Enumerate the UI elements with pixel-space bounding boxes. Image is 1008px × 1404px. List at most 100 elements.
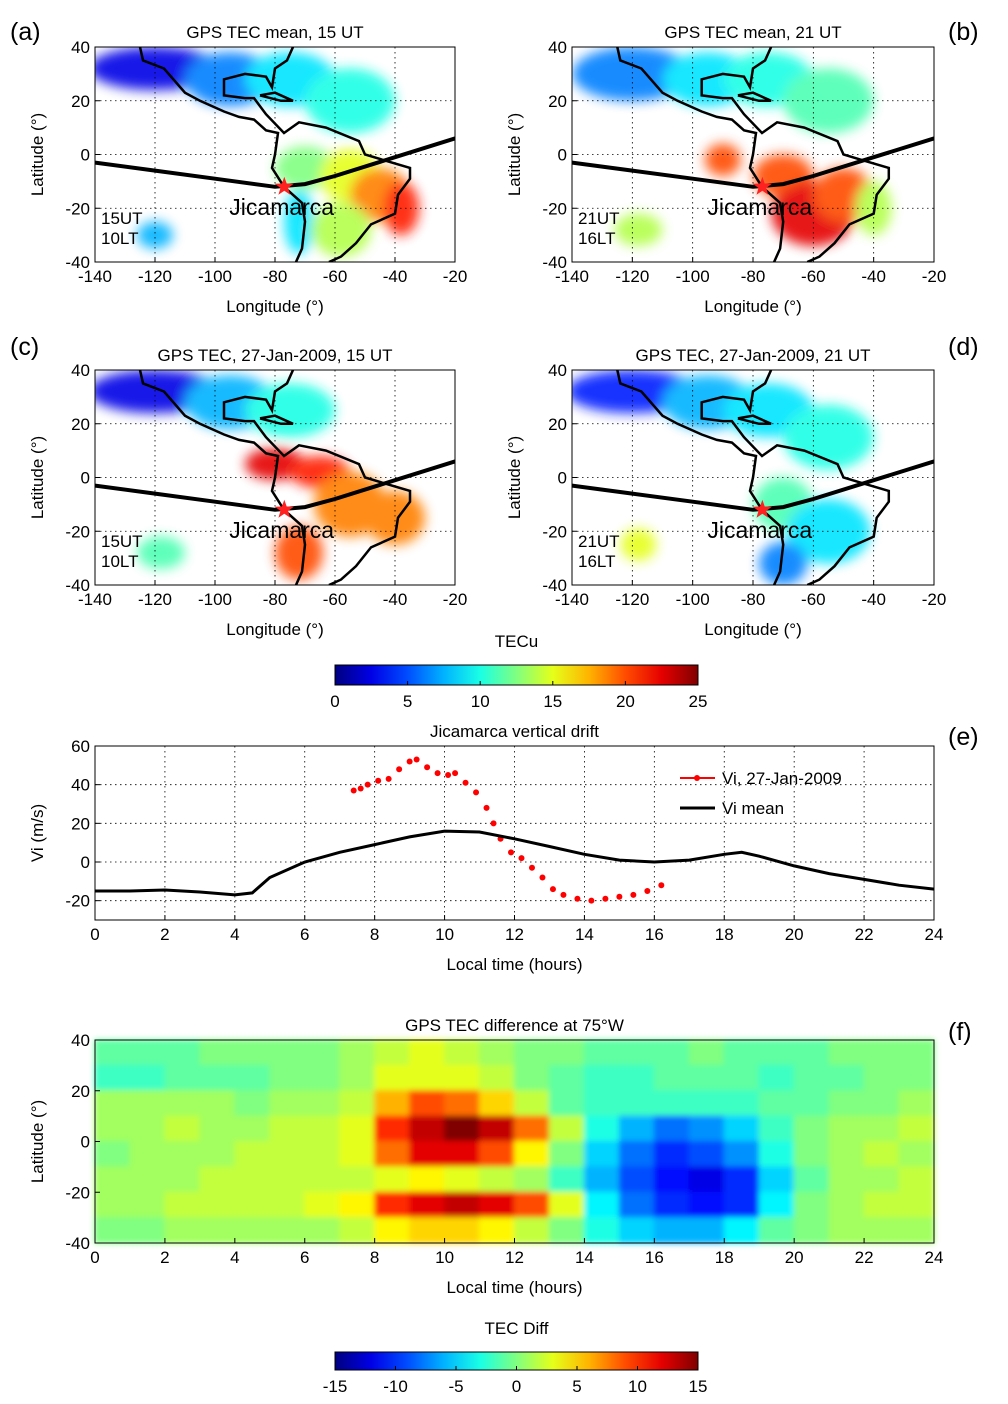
- data-point: [616, 893, 623, 900]
- coastline: [259, 414, 294, 426]
- heatmap-cell: [374, 1166, 411, 1193]
- data-point: [518, 855, 525, 862]
- x-axis-label: Longitude (°): [704, 297, 802, 316]
- heatmap-cell: [514, 1090, 550, 1117]
- chart-title: GPS TEC mean, 15 UT: [186, 23, 363, 42]
- heatmap-cell: [94, 1064, 131, 1092]
- data-point: [574, 895, 581, 902]
- y-tick-label: -20: [65, 892, 90, 911]
- heatmap-cell: [409, 1090, 446, 1117]
- site-marker: [274, 499, 294, 518]
- x-tick-label: -100: [676, 590, 710, 609]
- x-tick-label: -120: [138, 267, 172, 286]
- heatmap-cell: [793, 1115, 830, 1142]
- data-point: [602, 895, 609, 902]
- x-tick-label: -40: [383, 590, 408, 609]
- site-marker: [274, 176, 294, 195]
- y-axis-label: Latitude (°): [28, 1100, 47, 1183]
- x-tick-label: 24: [925, 925, 944, 944]
- heatmap-cell: [304, 1141, 341, 1168]
- heatmap-cell: [723, 1141, 760, 1168]
- data-point: [539, 874, 546, 881]
- panel-label: (b): [948, 18, 979, 46]
- heatmap-cell: [269, 1115, 306, 1142]
- heatmap-cell: [339, 1217, 376, 1244]
- x-tick-label: 4: [230, 1248, 239, 1267]
- heatmap-cell: [129, 1191, 166, 1219]
- plot-frame: [571, 369, 935, 586]
- heatmap-cell: [514, 1115, 550, 1142]
- heatmap-cell: [653, 1064, 690, 1092]
- coastline: [700, 370, 891, 585]
- heatmap-cell: [548, 1141, 585, 1168]
- heatmap-cell: [793, 1191, 830, 1219]
- x-tick-label: -20: [443, 590, 468, 609]
- heatmap-cell: [409, 1039, 446, 1066]
- heatmap-cell: [863, 1141, 900, 1168]
- tec-region: [783, 404, 874, 470]
- x-tick-label: 2: [160, 925, 169, 944]
- series-line: [95, 829, 935, 897]
- heatmap-cell: [723, 1166, 760, 1193]
- data-point: [528, 864, 535, 871]
- tec-region: [759, 541, 808, 585]
- y-tick-label: -40: [65, 576, 90, 595]
- plot-frame: [94, 46, 456, 263]
- data-point: [473, 789, 480, 796]
- heatmap-cell: [479, 1141, 515, 1168]
- heatmap-cell: [199, 1064, 236, 1092]
- heatmap-cell: [339, 1064, 376, 1092]
- data-point: [588, 897, 595, 904]
- colorbar-tick-label: 15: [543, 692, 562, 711]
- y-tick-label: 20: [71, 814, 90, 833]
- coastline: [222, 370, 412, 585]
- heatmap-cell: [583, 1039, 620, 1066]
- annotation: 10LT: [101, 229, 139, 248]
- heatmap-cell: [479, 1090, 515, 1117]
- heatmap-cell: [129, 1039, 166, 1066]
- x-tick-label: -120: [615, 267, 649, 286]
- heatmap-cell: [583, 1191, 620, 1219]
- heatmap-cell: [583, 1217, 620, 1244]
- heatmap-cell: [269, 1064, 306, 1092]
- heatmap-cell: [444, 1039, 481, 1066]
- heatmap-cell: [723, 1217, 760, 1244]
- heatmap-cell: [164, 1090, 201, 1117]
- colorbar-tick-label: -10: [383, 1377, 408, 1396]
- heatmap-cell: [129, 1141, 166, 1168]
- heatmap-cell: [304, 1191, 341, 1219]
- y-tick-label: 40: [71, 38, 90, 57]
- coastline: [737, 91, 772, 103]
- heatmap-cell: [339, 1191, 376, 1219]
- heatmap-cell: [688, 1115, 725, 1142]
- x-tick-label: 8: [370, 1248, 379, 1267]
- x-tick-label: 22: [855, 925, 874, 944]
- heatmap-cell: [339, 1166, 376, 1193]
- heatmap-cell: [618, 1090, 655, 1117]
- panel-label: (c): [10, 333, 39, 361]
- y-tick-label: 20: [548, 415, 567, 434]
- heatmap-cell: [269, 1039, 306, 1066]
- heatmap-cell: [898, 1039, 935, 1066]
- annotation: 10LT: [101, 552, 139, 571]
- x-tick-label: 10: [435, 925, 454, 944]
- tec-region: [284, 189, 314, 255]
- heatmap-cell: [304, 1064, 341, 1092]
- coastline: [138, 370, 307, 585]
- tec-region: [620, 528, 657, 561]
- heatmap-cell: [863, 1115, 900, 1142]
- x-axis-label: Local time (hours): [446, 1278, 582, 1297]
- y-tick-label: 40: [548, 361, 567, 380]
- data-point: [364, 781, 371, 788]
- heatmap-cell: [374, 1090, 411, 1117]
- x-tick-label: -40: [861, 590, 886, 609]
- data-point: [434, 770, 441, 777]
- data-point: [630, 891, 637, 898]
- x-tick-label: 16: [645, 1248, 664, 1267]
- y-tick-label: -40: [65, 253, 90, 272]
- heatmap-cell: [583, 1166, 620, 1193]
- colorbar-tick-label: 5: [403, 692, 412, 711]
- heatmap-cell: [898, 1191, 935, 1219]
- heatmap-cell: [618, 1191, 655, 1219]
